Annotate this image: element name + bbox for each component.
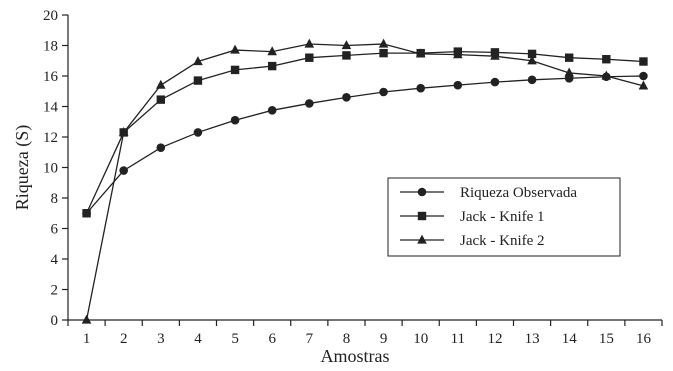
legend-item: Riqueza Observada bbox=[400, 185, 577, 201]
data-point bbox=[453, 49, 463, 59]
data-point bbox=[82, 209, 91, 218]
legend-box bbox=[387, 177, 621, 257]
data-point bbox=[230, 44, 240, 54]
x-tick-label: 7 bbox=[306, 331, 314, 347]
x-tick-label: 5 bbox=[231, 331, 239, 347]
data-point bbox=[341, 40, 352, 50]
x-tick-label: 10 bbox=[413, 331, 428, 347]
data-point bbox=[639, 57, 648, 66]
x-tick-label: 15 bbox=[599, 331, 614, 347]
x-axis-title: Amostras bbox=[321, 346, 390, 366]
legend-items: Riqueza Observada Jack - Knife 1 Jack - Kn… bbox=[400, 185, 577, 249]
data-point bbox=[305, 53, 314, 62]
data-point bbox=[601, 70, 612, 80]
legend-label: Jack - Knife 2 bbox=[460, 233, 545, 249]
data-point bbox=[379, 48, 388, 58]
x-tick-label: 11 bbox=[451, 331, 465, 347]
x-tick-label: 2 bbox=[120, 331, 128, 347]
data-point bbox=[81, 314, 92, 324]
legend-marker bbox=[417, 187, 427, 197]
y-tick-label: 2 bbox=[51, 283, 59, 299]
data-point bbox=[193, 56, 203, 66]
x-tick-label: 12 bbox=[487, 331, 502, 347]
data-point bbox=[378, 38, 389, 48]
x-tick-label: 3 bbox=[157, 331, 165, 347]
y-tick-label: 6 bbox=[51, 222, 59, 238]
data-point bbox=[415, 48, 426, 58]
data-point bbox=[119, 166, 128, 175]
axes bbox=[67, 15, 662, 321]
data-point bbox=[267, 106, 277, 115]
data-point bbox=[156, 143, 166, 152]
legend-item: Jack - Knife 1 bbox=[400, 209, 545, 225]
series-line bbox=[85, 43, 644, 321]
y-tick-label: 16 bbox=[43, 69, 59, 85]
legend-item: Jack - Knife 2 bbox=[400, 233, 545, 249]
y-tick-label: 8 bbox=[51, 191, 59, 207]
legend-marker bbox=[417, 234, 427, 244]
y-axis-title: Riqueza (S) bbox=[12, 125, 33, 210]
data-point bbox=[527, 75, 537, 85]
data-point bbox=[342, 51, 351, 60]
data-point bbox=[527, 49, 537, 59]
x-tick-label: 6 bbox=[268, 331, 276, 347]
y-tick-label: 12 bbox=[43, 130, 58, 146]
x-tick-label: 14 bbox=[562, 331, 578, 347]
data-point bbox=[156, 79, 166, 89]
data-point bbox=[267, 61, 277, 71]
series-1 bbox=[82, 71, 648, 218]
data-point bbox=[602, 55, 611, 64]
y-tick-label: 20 bbox=[43, 8, 58, 24]
data-point bbox=[305, 99, 314, 108]
legend-marker bbox=[417, 211, 427, 221]
data-point bbox=[230, 115, 240, 125]
data-point bbox=[230, 65, 240, 75]
x-tick-label: 9 bbox=[380, 331, 388, 347]
data-point bbox=[638, 80, 649, 90]
x-tick-label: 4 bbox=[194, 331, 202, 347]
data-point bbox=[564, 53, 574, 62]
legend: Riqueza Observada Jack - Knife 1 Jack - Kn… bbox=[387, 177, 621, 257]
y-tick-label: 4 bbox=[51, 252, 59, 268]
series-line bbox=[85, 50, 644, 214]
data-point bbox=[342, 93, 351, 102]
series-line bbox=[86, 75, 644, 214]
y-tick-label: 18 bbox=[43, 39, 58, 55]
data-point bbox=[118, 127, 129, 137]
data-point bbox=[527, 55, 537, 65]
data-point bbox=[304, 38, 315, 48]
data-point bbox=[564, 67, 574, 77]
data-point bbox=[379, 87, 388, 97]
y-tick-label: 0 bbox=[51, 313, 59, 329]
data-point bbox=[416, 83, 425, 93]
y-tick-label: 14 bbox=[43, 100, 59, 116]
data-point bbox=[193, 76, 203, 85]
legend-label: Jack - Knife 1 bbox=[460, 209, 545, 225]
data-point bbox=[267, 46, 277, 56]
data-point bbox=[490, 50, 500, 60]
series-layer bbox=[81, 38, 649, 324]
data-point bbox=[156, 95, 166, 104]
legend-label: Riqueza Observada bbox=[460, 185, 577, 201]
x-tick-label: 16 bbox=[636, 331, 652, 347]
x-tick-label: 1 bbox=[83, 331, 91, 347]
data-point bbox=[453, 80, 463, 90]
data-point bbox=[639, 71, 648, 81]
data-point bbox=[490, 77, 500, 87]
x-tick-label: 13 bbox=[525, 331, 540, 347]
series-3 bbox=[81, 38, 649, 324]
data-point bbox=[193, 128, 203, 137]
x-tick-label: 8 bbox=[343, 331, 351, 347]
y-tick-label: 10 bbox=[43, 161, 58, 177]
